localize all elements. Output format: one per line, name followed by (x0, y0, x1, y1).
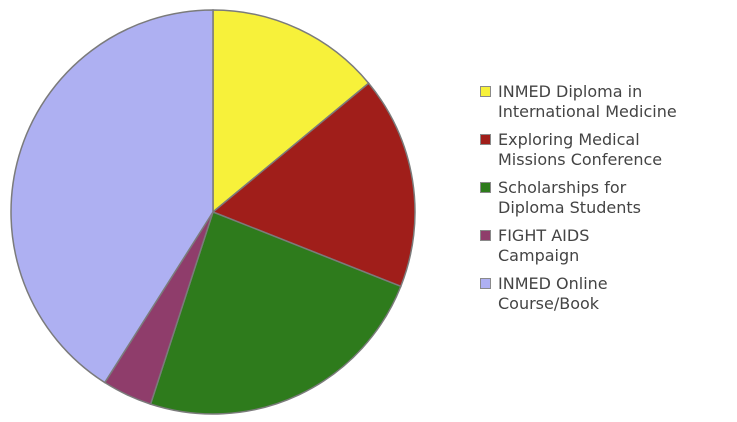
chart-legend: INMED Diploma in International Medicine … (480, 82, 730, 322)
legend-label-line: Missions Conference (498, 150, 663, 169)
legend-swatch-inmed-online (480, 278, 491, 289)
legend-swatch-inmed-diploma (480, 86, 491, 97)
pie-slice-5 (10, 9, 214, 384)
legend-label-scholarships: Scholarships for Diploma Students (498, 178, 641, 218)
legend-item-fight-aids: FIGHT AIDS Campaign (480, 226, 730, 266)
legend-item-exploring-medical-missions: Exploring Medical Missions Conference (480, 130, 730, 170)
legend-label-line: International Medicine (498, 102, 677, 121)
legend-item-inmed-diploma: INMED Diploma in International Medicine (480, 82, 730, 122)
legend-label-line: Campaign (498, 246, 580, 265)
legend-label-inmed-diploma: INMED Diploma in International Medicine (498, 82, 677, 122)
legend-swatch-exploring-medical-missions (480, 134, 491, 145)
legend-label-line: Scholarships for (498, 178, 627, 197)
legend-label-fight-aids: FIGHT AIDS Campaign (498, 226, 589, 266)
pie-slice-2 (211, 82, 416, 288)
legend-label-line: Diploma Students (498, 198, 641, 217)
legend-item-scholarships: Scholarships for Diploma Students (480, 178, 730, 218)
legend-label-inmed-online: INMED Online Course/Book (498, 274, 608, 314)
pie-slice-3 (149, 211, 402, 415)
legend-label-line: Course/Book (498, 294, 600, 313)
legend-label-line: FIGHT AIDS (498, 226, 590, 245)
legend-label-line: Exploring Medical (498, 130, 640, 149)
legend-swatch-fight-aids (480, 230, 491, 241)
legend-label-exploring-medical-missions: Exploring Medical Missions Conference (498, 130, 662, 170)
legend-item-inmed-online: INMED Online Course/Book (480, 274, 730, 314)
legend-swatch-scholarships (480, 182, 491, 193)
pie-slice-1 (212, 9, 370, 214)
legend-label-line: INMED Diploma in (498, 82, 643, 101)
legend-label-line: INMED Online (498, 274, 608, 293)
